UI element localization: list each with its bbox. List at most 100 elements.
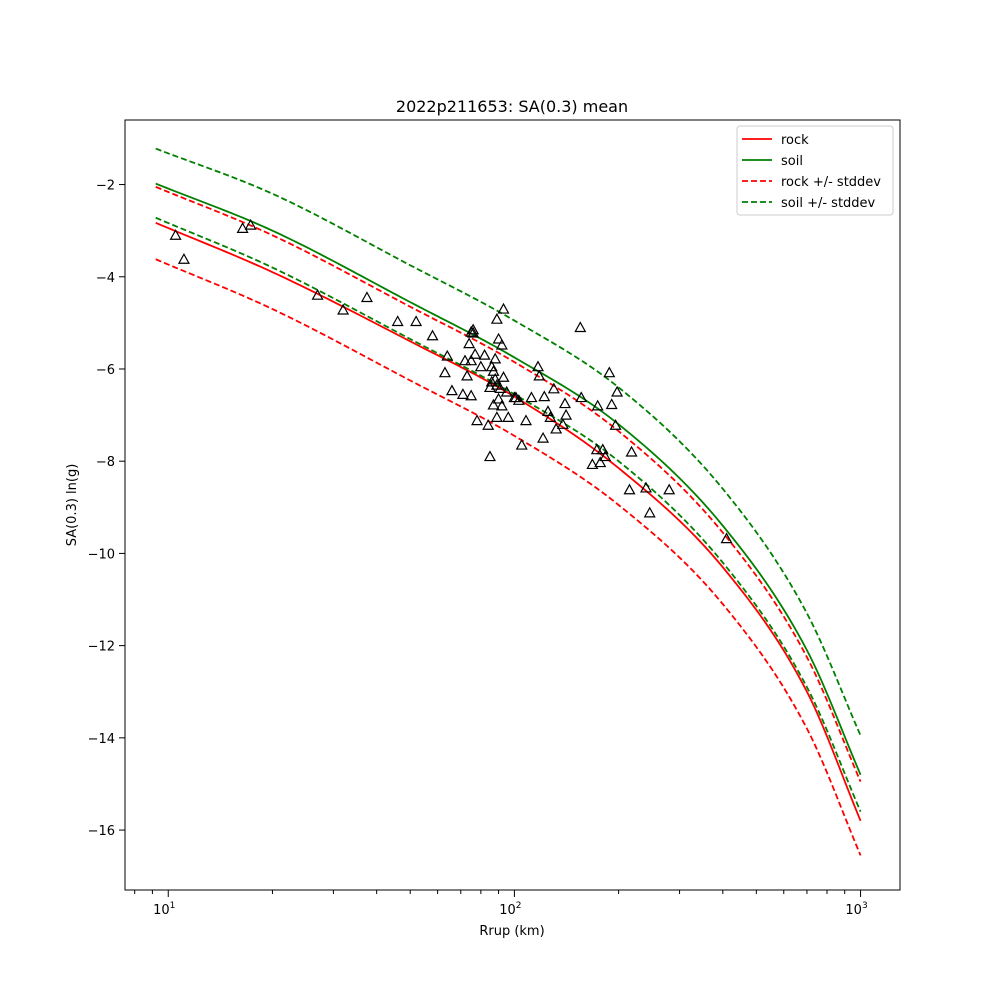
- observation-marker: [478, 348, 491, 360]
- observation-marker: [391, 315, 404, 327]
- observation-marker: [594, 456, 607, 468]
- observation-marker: [487, 365, 500, 376]
- observation-marker: [720, 532, 733, 544]
- legend-box: [736, 125, 894, 216]
- observation-marker: [538, 390, 551, 402]
- x-tick-label-exponent: 3: [862, 901, 868, 911]
- observation-marker: [467, 323, 480, 335]
- observation-marker: [360, 291, 373, 303]
- observation-marker: [558, 397, 572, 409]
- chart-title: 2022p211653: SA(0.3) mean: [396, 97, 628, 116]
- observation-marker: [574, 321, 587, 333]
- observation-marker: [465, 354, 478, 366]
- observation-marker: [623, 483, 636, 495]
- observation-marker: [590, 443, 603, 455]
- observation-marker: [482, 418, 495, 430]
- x-tick-label-base: 10: [499, 903, 516, 918]
- observation-marker: [485, 360, 498, 372]
- observation-marker: [463, 337, 476, 349]
- x-tick-label-exponent: 2: [516, 901, 522, 911]
- legend-label: rock +/- stddev: [781, 175, 881, 190]
- observation-marker: [469, 347, 482, 359]
- x-tick-label: 103: [845, 901, 867, 918]
- plot-area: [155, 147, 862, 856]
- observation-marker: [547, 382, 560, 394]
- observation-marker: [586, 458, 599, 470]
- x-axis-label: Rrup (km): [479, 924, 544, 939]
- observation-marker: [169, 229, 182, 240]
- observation-marker: [236, 222, 249, 233]
- series-rock-line: [155, 221, 862, 822]
- x-axis: 101 102 103: [134, 890, 868, 918]
- observation-marker: [502, 411, 515, 422]
- observation-marker: [609, 418, 622, 430]
- observation-marker: [519, 414, 532, 426]
- observation-marker: [497, 302, 510, 314]
- y-axis-label: SA(0.3) ln(g): [65, 464, 80, 547]
- observation-marker: [495, 399, 508, 411]
- legend-label: rock: [781, 133, 809, 148]
- y-tick-label: −4: [96, 271, 115, 286]
- observation-marker: [441, 349, 454, 361]
- observation-marker: [575, 391, 588, 403]
- observation-marker: [533, 369, 546, 381]
- observation-marker: [611, 385, 624, 397]
- observation-marker: [515, 438, 528, 450]
- observation-marker: [541, 405, 554, 417]
- y-tick-label: −14: [88, 732, 115, 747]
- observation-marker: [458, 354, 472, 366]
- observation-marker: [599, 450, 612, 462]
- observation-marker: [438, 366, 451, 378]
- legend-label: soil: [781, 154, 803, 169]
- observation-marker: [490, 312, 503, 324]
- y-tick-label: −12: [88, 640, 115, 655]
- observation-marker: [244, 218, 257, 230]
- observation-marker: [596, 443, 609, 455]
- x-tick-label-exponent: 1: [170, 901, 176, 911]
- observation-marker: [544, 411, 557, 422]
- x-tick-label: 102: [499, 901, 521, 918]
- legend: rock soil rock +/- stddev soil +/- stddev: [736, 125, 894, 216]
- observation-marker: [445, 384, 458, 396]
- observation-marker: [492, 392, 505, 404]
- y-tick-label: −10: [88, 547, 115, 562]
- observation-marker: [495, 338, 508, 350]
- observation-marker: [603, 366, 616, 378]
- observation-marker: [492, 332, 505, 344]
- observation-marker: [500, 385, 513, 397]
- observation-marker: [474, 360, 487, 372]
- observation-marker: [487, 398, 500, 410]
- observation-marker: [483, 450, 496, 462]
- observation-marker: [525, 391, 538, 403]
- observation-marker: [494, 382, 507, 393]
- observation-marker: [177, 253, 190, 264]
- series-rock-stddev-lower-line: [155, 258, 862, 856]
- observation-marker: [490, 411, 503, 422]
- y-tick-label: −16: [88, 824, 115, 839]
- observation-marker: [471, 414, 484, 426]
- observation-marker: [426, 329, 439, 341]
- x-tick-label-base: 10: [845, 903, 862, 918]
- observation-marker: [410, 315, 423, 327]
- observation-marker: [591, 399, 604, 411]
- observation-marker: [497, 371, 510, 382]
- y-tick-label: −8: [96, 455, 115, 470]
- observation-marker: [643, 506, 656, 518]
- series-rock-stddev-upper-line: [155, 186, 862, 783]
- observation-marker: [512, 394, 525, 405]
- observation-marker: [467, 326, 480, 338]
- y-tick-label: −6: [96, 363, 115, 378]
- observation-marker: [537, 431, 550, 443]
- observation-marker: [639, 481, 653, 493]
- x-tick-label-base: 10: [153, 903, 170, 918]
- legend-label: soil +/- stddev: [781, 196, 876, 211]
- observation-marker: [465, 325, 478, 337]
- plot-frame: [124, 119, 901, 891]
- observation-marker: [625, 445, 638, 457]
- observation-marker: [456, 388, 469, 399]
- observation-marker: [465, 389, 478, 401]
- observation-marker: [337, 303, 350, 315]
- observation-marker: [663, 483, 676, 495]
- observation-marker: [531, 360, 545, 372]
